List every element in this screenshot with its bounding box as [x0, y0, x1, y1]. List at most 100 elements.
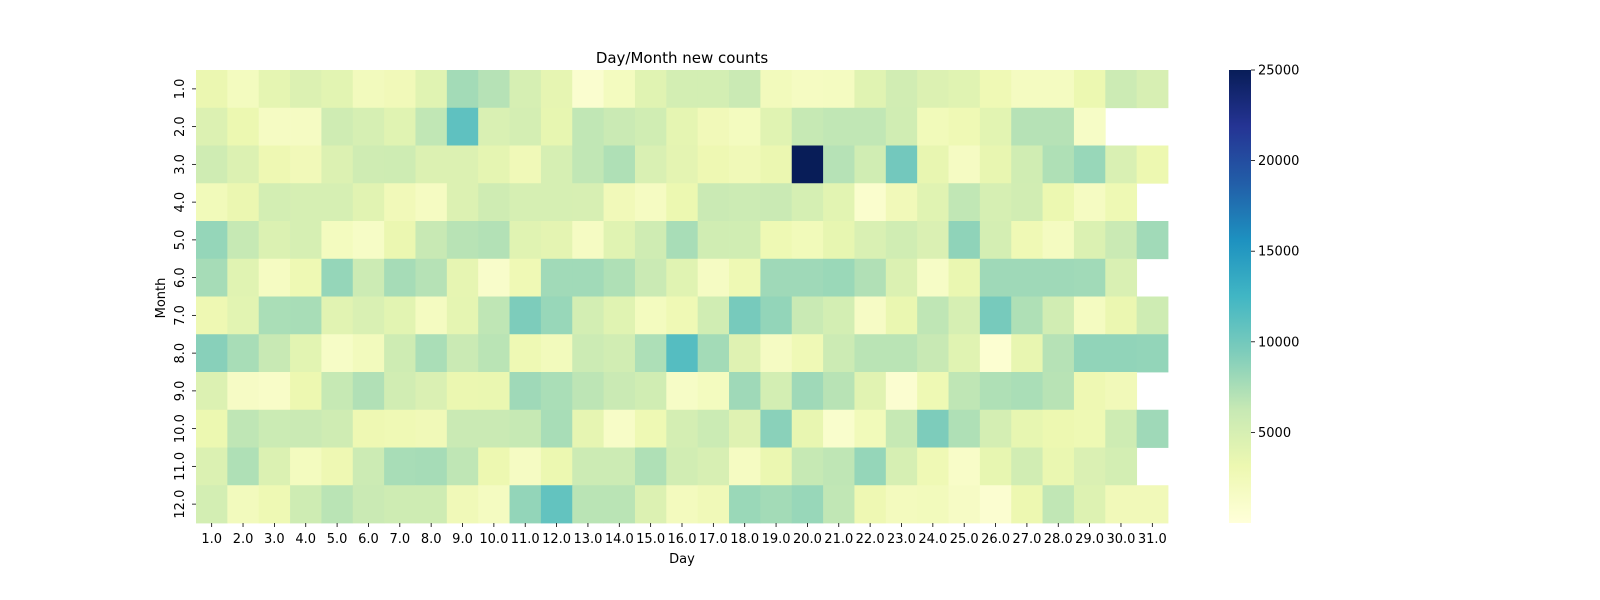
y-tick-label: 9.0 [173, 381, 188, 402]
heatmap-cell [854, 334, 887, 373]
heatmap-cell [979, 334, 1012, 373]
x-tick-label: 27.0 [1012, 532, 1041, 547]
heatmap-cell [697, 107, 730, 146]
heatmap-cell [948, 296, 981, 335]
heatmap-cell [384, 145, 416, 184]
heatmap-cell [290, 296, 322, 335]
heatmap-cell [290, 221, 322, 260]
heatmap-cell [823, 447, 855, 486]
heatmap-cell [572, 447, 605, 486]
y-tick-label: 12.0 [173, 490, 188, 519]
heatmap-cell [446, 409, 479, 448]
heatmap-cell [1011, 145, 1043, 184]
heatmap-cell [384, 334, 416, 373]
heatmap-cell [917, 334, 949, 373]
heatmap-cell [321, 221, 354, 260]
heatmap-cell [1042, 372, 1075, 411]
heatmap-cell [290, 183, 322, 222]
y-tick-label: 10.0 [173, 414, 188, 443]
heatmap-cell [697, 334, 730, 373]
heatmap-cell [948, 107, 981, 146]
heatmap-cell [979, 409, 1012, 448]
heatmap-cell [572, 258, 605, 297]
x-tick-label: 14.0 [605, 532, 634, 547]
heatmap-cell [227, 296, 260, 335]
heatmap-cell [196, 70, 228, 109]
heatmap-cell [823, 70, 855, 109]
heatmap-cell [885, 70, 918, 109]
heatmap-cell [1136, 409, 1169, 448]
heatmap-cell [697, 145, 730, 184]
heatmap-cell [196, 409, 228, 448]
heatmap-cell [1105, 221, 1138, 260]
heatmap-cell [854, 258, 887, 297]
heatmap-cell [540, 447, 573, 486]
heatmap-cell [572, 296, 605, 335]
heatmap-cell [666, 70, 699, 109]
heatmap-cell [1011, 447, 1043, 486]
heatmap-cell [634, 372, 667, 411]
heatmap-cell [1042, 409, 1075, 448]
heatmap-cell [791, 145, 824, 184]
heatmap-cell [1042, 447, 1075, 486]
heatmap-cell [572, 334, 605, 373]
heatmap-cell [666, 145, 699, 184]
heatmap-cell [321, 296, 354, 335]
x-tick-label: 6.0 [358, 532, 379, 547]
heatmap-cell [1011, 485, 1043, 524]
colorbar-tick-label: 25000 [1258, 64, 1299, 79]
heatmap-cell [227, 258, 260, 297]
heatmap-cell [1136, 334, 1169, 373]
heatmap-cell [634, 296, 667, 335]
heatmap-cell [352, 70, 385, 109]
heatmap-cell [697, 296, 730, 335]
heatmap-cell [729, 334, 761, 373]
heatmap-cell [1073, 183, 1106, 222]
heatmap-cell [478, 183, 510, 222]
heatmap-cell [917, 372, 949, 411]
heatmap-cell [258, 70, 291, 109]
heatmap-cell [854, 70, 887, 109]
heatmap-cell [917, 183, 949, 222]
heatmap-cell [540, 485, 573, 524]
heatmap-cell [697, 221, 730, 260]
heatmap-cell [885, 485, 918, 524]
heatmap-cell [1136, 70, 1169, 109]
heatmap-cell [634, 447, 667, 486]
heatmap-cell [384, 221, 416, 260]
heatmap-cell [729, 107, 761, 146]
heatmap-cell [791, 372, 824, 411]
heatmap-cell [760, 447, 793, 486]
heatmap-cell [729, 372, 761, 411]
heatmap-cell [478, 258, 510, 297]
heatmap-cell [415, 183, 448, 222]
heatmap-cell [854, 372, 887, 411]
heatmap-cell [948, 447, 981, 486]
heatmap-cell [446, 183, 479, 222]
colorbar-tick-label: 20000 [1258, 154, 1299, 169]
heatmap-cell [290, 107, 322, 146]
heatmap-cell [603, 258, 636, 297]
heatmap-cell [1042, 221, 1075, 260]
heatmap-cell [540, 145, 573, 184]
heatmap-cell [540, 372, 573, 411]
heatmap-cell [697, 409, 730, 448]
colorbar-ticks: 5000 10000 15000 20000 25000 [1251, 64, 1299, 441]
heatmap-cell [196, 183, 228, 222]
heatmap-cell [885, 334, 918, 373]
heatmap-cell [823, 372, 855, 411]
heatmap-cell [948, 334, 981, 373]
heatmap-cell [1011, 296, 1043, 335]
heatmap-cell [509, 258, 542, 297]
heatmap-cell [885, 372, 918, 411]
heatmap-cell [352, 258, 385, 297]
heatmap-cell [540, 258, 573, 297]
heatmap-cell [540, 296, 573, 335]
heatmap-cell [352, 485, 385, 524]
heatmap-cell [854, 485, 887, 524]
heatmap-cell [446, 70, 479, 109]
x-tick-label: 22.0 [856, 532, 885, 547]
x-tick-label: 13.0 [573, 532, 602, 547]
heatmap-cell [885, 447, 918, 486]
heatmap-cell [948, 221, 981, 260]
